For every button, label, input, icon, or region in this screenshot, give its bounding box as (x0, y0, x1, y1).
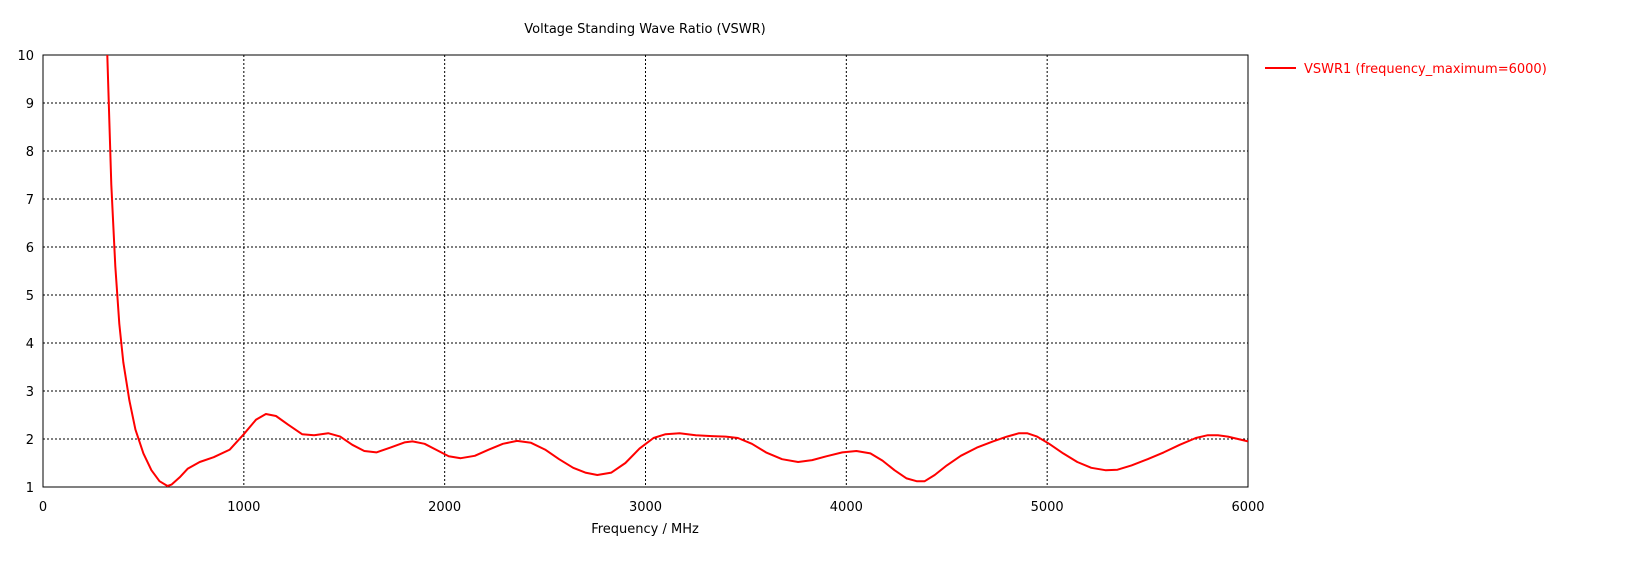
x-tick-label-1000: 1000 (227, 500, 260, 515)
series-line-1 (106, 54, 1249, 487)
x-axis-label: Frequency / MHz (591, 522, 699, 537)
legend[interactable]: VSWR1 (frequency_maximum=6000) (1265, 62, 1547, 77)
x-tick-label-2000: 2000 (428, 500, 461, 515)
series-group (106, 54, 1249, 487)
y-tick-label-10: 10 (17, 49, 34, 64)
x-tick-label-3000: 3000 (629, 500, 662, 515)
y-tick-label-8: 8 (26, 145, 34, 160)
x-axis-ticks: 0 1000 2000 3000 4000 5000 6000 (39, 500, 1265, 515)
legend-label-vswr1: VSWR1 (frequency_maximum=6000) (1304, 62, 1547, 77)
y-tick-label-2: 2 (26, 433, 34, 448)
x-tick-label-5000: 5000 (1031, 500, 1064, 515)
y-tick-label-4: 4 (26, 337, 34, 352)
y-tick-label-7: 7 (26, 193, 34, 208)
y-tick-label-3: 3 (26, 385, 34, 400)
chart-title: Voltage Standing Wave Ratio (VSWR) (524, 22, 765, 37)
x-tick-label-6000: 6000 (1231, 500, 1264, 515)
y-tick-label-9: 9 (26, 97, 34, 112)
x-tick-label-0: 0 (39, 500, 47, 515)
y-tick-label-6: 6 (26, 241, 34, 256)
y-tick-label-1: 1 (26, 481, 34, 496)
x-tick-label-4000: 4000 (830, 500, 863, 515)
grid-lines (43, 55, 1248, 487)
plot-area-frame (42, 54, 1249, 488)
y-axis-ticks: 1 2 3 4 5 6 7 8 9 10 (17, 49, 34, 496)
y-tick-label-5: 5 (26, 289, 34, 304)
